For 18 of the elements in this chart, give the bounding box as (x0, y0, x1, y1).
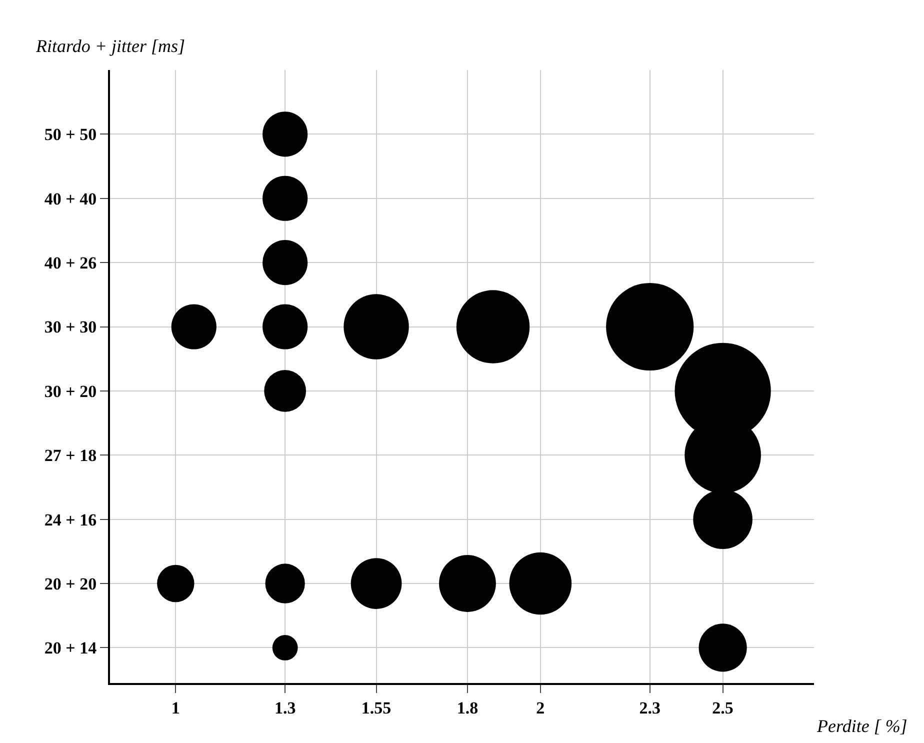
y-axis-title: Ritardo + jitter [ms] (35, 36, 185, 56)
x-tick-label: 2.5 (712, 698, 734, 718)
y-tick-label: 50 + 50 (44, 125, 97, 144)
x-tick-label: 1.55 (361, 698, 392, 718)
y-tick-label: 30 + 20 (44, 382, 97, 401)
x-tick-label: 2.3 (639, 698, 660, 718)
y-tick-label: 40 + 26 (44, 254, 97, 273)
y-tick-label: 20 + 14 (44, 638, 98, 658)
y-tick-label: 30 + 30 (44, 318, 97, 337)
y-tick-label: 20 + 20 (44, 574, 97, 594)
x-tick-label: 1 (171, 698, 180, 718)
x-tick-label: 1.3 (274, 698, 296, 718)
y-tick-label: 40 + 40 (44, 189, 97, 208)
x-axis-title: Perdite [ %] (816, 716, 908, 736)
x-tick-label: 2 (536, 698, 545, 718)
y-tick-label: 24 + 16 (44, 510, 97, 530)
x-tick-label: 1.8 (456, 698, 478, 718)
y-tick-label: 27 + 18 (44, 446, 97, 466)
